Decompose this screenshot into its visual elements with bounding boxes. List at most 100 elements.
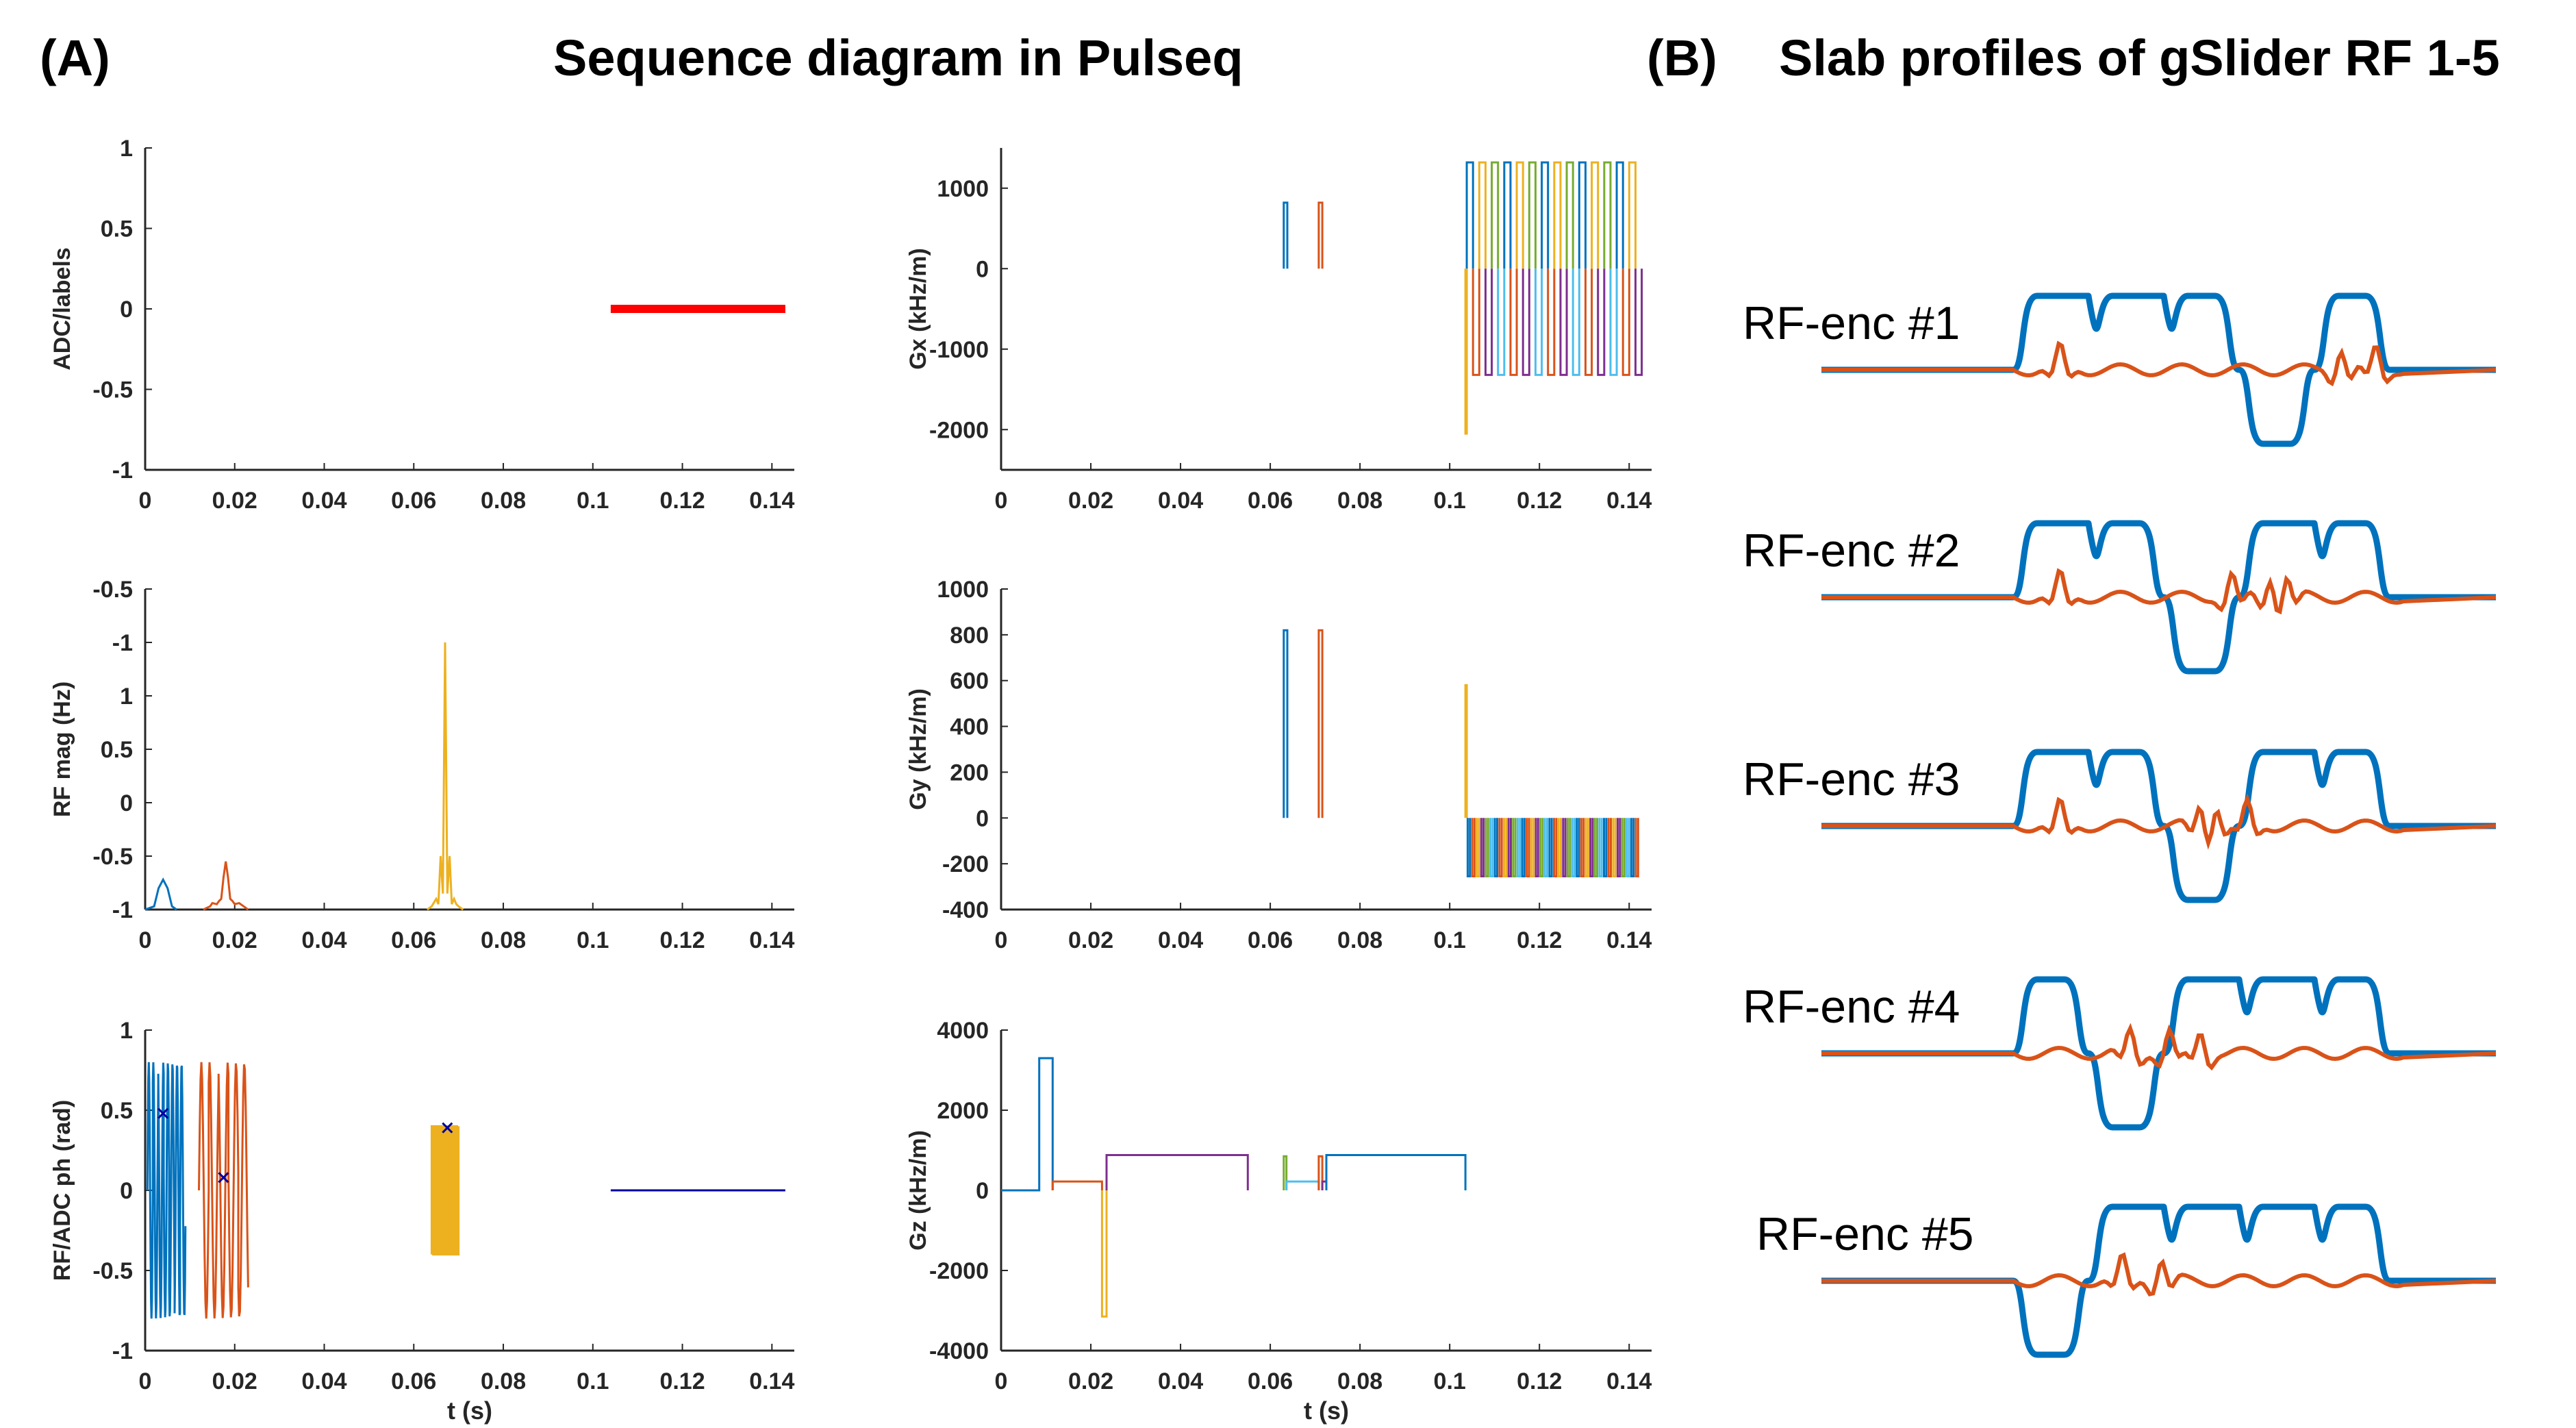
panel-b-label: (B) (1647, 29, 1717, 86)
x-tick-label: 0.08 (481, 927, 526, 953)
slab-blue-profile (1821, 1203, 2496, 1358)
gx-readout-lobe (1591, 161, 1600, 269)
panel-b-title: Slab profiles of gSlider RF 1-5 (1779, 29, 2500, 86)
series-gz-1 (1001, 1057, 1054, 1192)
x-tick-label: 0.04 (301, 927, 346, 953)
gx-readout-lobe (1603, 161, 1612, 269)
slab-blue-profile (1821, 749, 2496, 903)
x-axis-label: t (s) (447, 1396, 492, 1425)
x-tick-label: 0.06 (391, 1368, 436, 1394)
slab-orange-profile (1821, 1252, 2497, 1297)
phase-marker (442, 1122, 453, 1133)
gy-blip (1557, 818, 1562, 878)
x-tick-label: 0.04 (1158, 488, 1203, 514)
y-tick-label: -0.5 (92, 844, 133, 870)
y-tick-label: 1 (120, 1018, 133, 1044)
y-axis-label: ADC/labels (49, 247, 75, 371)
series-rf-2 (203, 861, 249, 911)
x-tick-label: 0.1 (577, 927, 609, 953)
chart-gx: 0 0.02 0.04 0.06 0.08 0.1 0.12 0.14 -2000 -1000 0 1… (905, 148, 1652, 514)
slab-orange-profile (1821, 793, 2497, 850)
x-tick-label: 0.14 (1606, 927, 1652, 953)
gy-blip (1562, 818, 1567, 878)
gx-readout-lobe (1584, 268, 1593, 376)
gy-blip (1580, 818, 1585, 878)
x-tick-label: 0.1 (1434, 1368, 1466, 1394)
gy-blip (1493, 818, 1499, 878)
x-tick-label: 0.14 (1606, 1368, 1652, 1394)
gx-readout-lobe (1634, 268, 1643, 376)
series-rf-3 (427, 642, 464, 911)
gx-readout-lobe (1497, 268, 1506, 376)
series-rf-1 (144, 877, 177, 911)
x-tick-label: 0.12 (659, 1368, 705, 1394)
series-gz-5 (1283, 1155, 1288, 1190)
gx-readout-lobe (1565, 161, 1574, 269)
gx-readout-lobe (1621, 268, 1630, 376)
y-tick-label: 0.5 (101, 216, 133, 242)
gy-blip (1598, 818, 1603, 878)
x-tick-label: 0.02 (1068, 1368, 1113, 1394)
x-tick-label: 0.02 (212, 488, 257, 514)
x-tick-label: 0.08 (1337, 1368, 1382, 1394)
slab-row: RF-enc #5 (1756, 1203, 2497, 1358)
y-tick-label: -200 (942, 851, 989, 877)
y-tick-label: 1 (120, 684, 133, 710)
gy-blip (1539, 818, 1544, 878)
y-tick-label: -0.5 (92, 577, 133, 603)
phase-marker (157, 1107, 169, 1119)
panel-a-label: (A) (40, 29, 110, 86)
gy-blip (1466, 818, 1472, 878)
slab-orange-profile (1821, 340, 2497, 387)
gy-blip (1612, 818, 1617, 878)
gy-blip (1626, 818, 1630, 878)
series-rf3-phase (430, 1125, 460, 1256)
y-tick-label: 400 (950, 714, 989, 740)
series-gz-2 (1051, 1180, 1103, 1190)
gx-readout-lobe (1571, 268, 1580, 376)
series-gz-3 (1100, 1190, 1108, 1318)
y-tick-label: 1000 (937, 176, 989, 202)
gx-readout-lobe (1521, 268, 1530, 376)
y-axis-label: Gy (kHz/m) (905, 688, 931, 810)
x-tick-label: 0.12 (1517, 488, 1562, 514)
y-tick-label: 1000 (937, 577, 989, 603)
x-tick-label: 0.08 (481, 488, 526, 514)
gy-blip (1498, 818, 1503, 878)
gy-blip (1512, 818, 1517, 878)
series-gz-4 (1105, 1154, 1249, 1190)
slab-blue-profile (1821, 520, 2496, 675)
x-tick-label: 0 (995, 1368, 1008, 1394)
gx-readout-lobe (1597, 268, 1606, 376)
slab-row: RF-enc #3 (1743, 749, 2497, 903)
x-tick-label: 0.14 (749, 1368, 794, 1394)
chart-gy: 0 0.02 0.04 0.06 0.08 0.1 0.12 0.14 -400 -200 0 200… (905, 577, 1652, 953)
x-tick-label: 0.06 (1248, 488, 1293, 514)
x-tick-label: 0.02 (212, 927, 257, 953)
slab-row-label: RF-enc #2 (1743, 525, 1960, 577)
gx-readout-lobe (1559, 268, 1568, 376)
y-tick-label: 0 (120, 1178, 133, 1204)
y-axis-label: Gx (kHz/m) (905, 248, 931, 370)
slab-blue-profile (1821, 976, 2496, 1131)
x-tick-label: 0.04 (1158, 1368, 1203, 1394)
y-tick-label: 0.5 (101, 737, 133, 763)
gy-blip (1630, 818, 1635, 878)
gy-blip (1502, 818, 1508, 878)
gy-blip (1543, 818, 1549, 878)
x-tick-label: 0 (995, 488, 1008, 514)
x-tick-label: 0.08 (1337, 488, 1382, 514)
gy-blip (1553, 818, 1558, 878)
y-tick-label: -2000 (929, 1258, 989, 1284)
y-tick-label: -1 (112, 630, 133, 656)
gy-blip (1530, 818, 1535, 878)
y-tick-label: -1 (112, 1338, 133, 1364)
x-tick-label: 0.06 (1248, 927, 1293, 953)
y-tick-label: 800 (950, 623, 989, 649)
chart-rfph: 0 0.02 0.04 0.06 0.08 0.1 0.12 0.14 -1 -0.5 0 0.5 1 R… (49, 1018, 794, 1425)
y-tick-label: 0 (976, 1178, 989, 1204)
gy-blip (1607, 818, 1612, 878)
series-rf-2-phase (198, 1062, 249, 1319)
y-tick-label: 4000 (937, 1018, 989, 1044)
slab-row: RF-enc #4 (1743, 976, 2497, 1131)
